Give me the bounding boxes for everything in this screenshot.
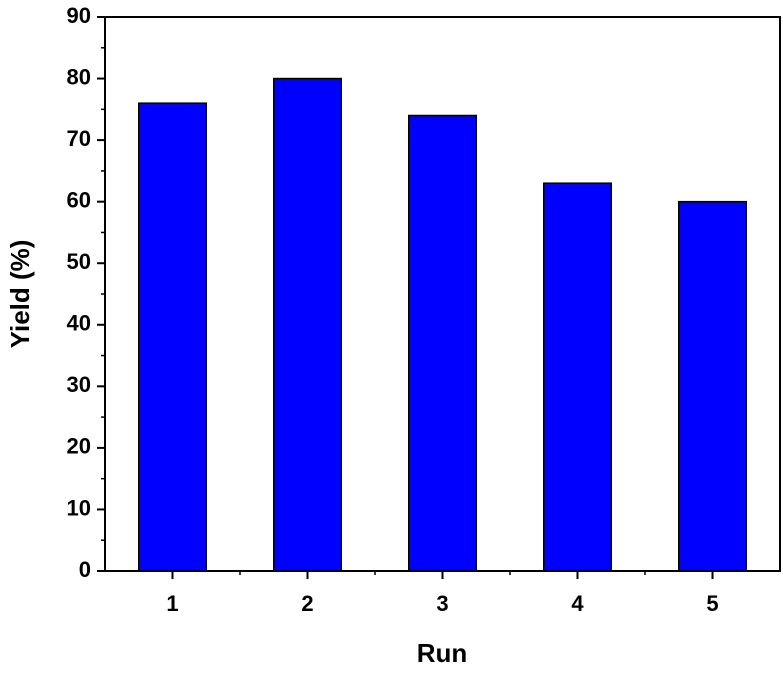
- plot-frame: [104, 16, 781, 572]
- y-tick-label: 10: [67, 495, 91, 520]
- x-tick-label: 5: [706, 591, 718, 616]
- y-tick-label: 40: [67, 311, 91, 336]
- y-tick-label: 20: [67, 434, 91, 459]
- bar: [678, 200, 747, 572]
- y-tick-label: 80: [67, 64, 91, 89]
- y-tick-label: 60: [67, 187, 91, 212]
- x-tick-label: 1: [166, 591, 178, 616]
- x-tick-label: 3: [436, 591, 448, 616]
- y-tick-label: 30: [67, 372, 91, 397]
- bar: [543, 182, 612, 572]
- x-tick-label: 2: [301, 591, 313, 616]
- x-axis-title: Run: [417, 638, 468, 668]
- y-tick-label: 70: [67, 126, 91, 151]
- x-tick-label: 4: [571, 591, 584, 616]
- y-tick-label: 0: [79, 557, 91, 582]
- y-axis-title: Yield (%): [5, 240, 35, 349]
- bar: [408, 114, 477, 572]
- bar: [273, 77, 342, 572]
- bar: [138, 102, 207, 572]
- y-tick-label: 50: [67, 249, 91, 274]
- y-tick-label: 90: [67, 3, 91, 28]
